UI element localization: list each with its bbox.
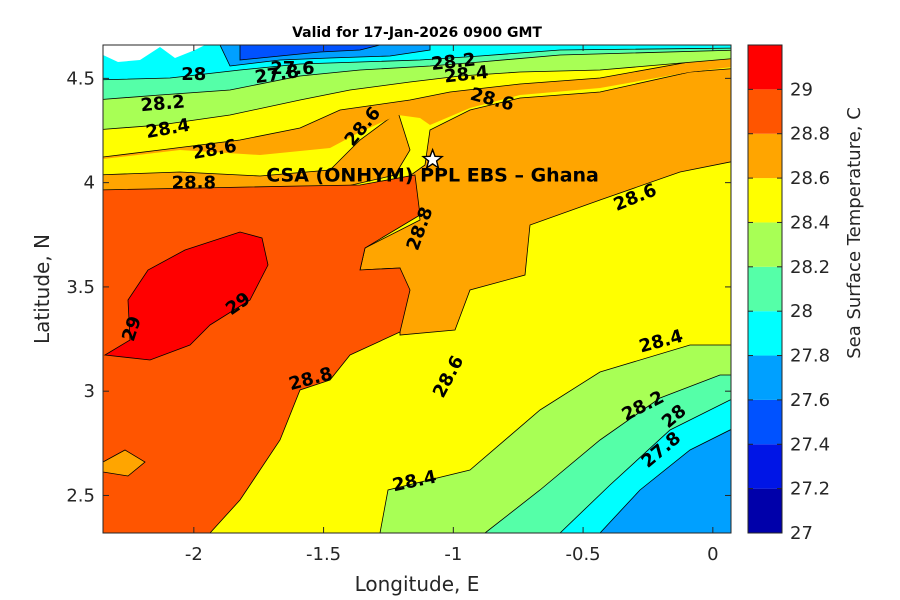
colorbar-tick-label: 27.2 — [790, 479, 830, 500]
y-tick-label: 3.5 — [66, 277, 95, 298]
region-27-4-north — [239, 45, 381, 61]
colorbar-tick-label: 27.4 — [790, 434, 830, 455]
colorbar-tick-label: 29 — [790, 79, 813, 100]
colorbar-swatch — [748, 266, 782, 312]
contour-label: 28 — [181, 64, 206, 85]
colorbar-swatch — [748, 222, 782, 267]
colorbar-tick-label: 27 — [790, 523, 813, 544]
colorbar-tick-label: 27.6 — [790, 390, 830, 411]
colorbar-tick-label: 28.6 — [790, 168, 830, 189]
colorbar-frame — [747, 44, 783, 534]
colorbar-tick-label: 28.4 — [790, 212, 830, 233]
region-28-6-sw-patch — [103, 449, 146, 477]
y-tick-label: 4 — [84, 173, 95, 194]
colorbar-tick-label: 27.8 — [790, 346, 830, 367]
contour-label: 28.2 — [140, 91, 186, 116]
x-axis: -2 -1.5 -1 -0.5 0 — [185, 45, 719, 565]
y-tick-label: 4.5 — [66, 68, 95, 89]
contour-label: 28.2 — [430, 49, 476, 75]
colorbar-tick-label: 28 — [790, 301, 813, 322]
y-tick-label: 3 — [84, 381, 95, 402]
colorbar-swatch — [748, 45, 782, 90]
y-axis-label: Latitude, N — [30, 234, 54, 344]
chart-title: Valid for 17-Jan-2026 0900 GMT — [292, 25, 542, 41]
region-28-6-north-orange — [103, 68, 731, 336]
region-29 — [103, 231, 269, 361]
axes-box — [102, 44, 732, 534]
colorbar-swatch — [748, 444, 782, 489]
contour-label: 27.6 — [270, 58, 314, 79]
colorbar-swatch — [748, 488, 782, 533]
x-tick-label: -1.5 — [306, 544, 341, 565]
colorbar-swatch — [748, 178, 782, 223]
y-tick-label: 2.5 — [66, 485, 95, 506]
x-tick-label: -2 — [185, 544, 203, 565]
colorbar-swatch — [748, 311, 782, 356]
region-no-data — [103, 45, 205, 62]
contour-label: 28.8 — [172, 173, 216, 194]
site-star-icon — [421, 147, 444, 170]
site-label: CSA (ONHYM) PPL EBS – Ghana — [266, 165, 599, 187]
colorbar-label: Sea Surface Temperature, C — [844, 107, 865, 359]
x-tick-label: -0.5 — [566, 544, 601, 565]
contour-label: 28.4 — [443, 62, 489, 88]
y-axis: 2.5 3 3.5 4 4.5 — [66, 68, 731, 506]
colorbar-tick-label: 28.2 — [790, 257, 830, 278]
colorbar-swatch — [748, 399, 782, 445]
plot-area — [103, 45, 731, 533]
colorbar-tick-label: 28.8 — [790, 124, 830, 145]
x-tick-label: 0 — [707, 544, 718, 565]
x-tick-label: -1 — [444, 544, 462, 565]
site-marker: CSA (ONHYM) PPL EBS – Ghana — [266, 147, 599, 187]
colorbar-swatch — [748, 355, 782, 400]
colorbar: 27 27.2 27.4 27.6 27.8 28 28.2 28.4 28.6 28.8 29 — [747, 44, 830, 544]
colorbar-swatch — [748, 133, 782, 179]
x-axis-label: Longitude, E — [355, 572, 480, 596]
region-27-8-southeast — [599, 429, 731, 533]
colorbar-swatch — [748, 89, 782, 134]
